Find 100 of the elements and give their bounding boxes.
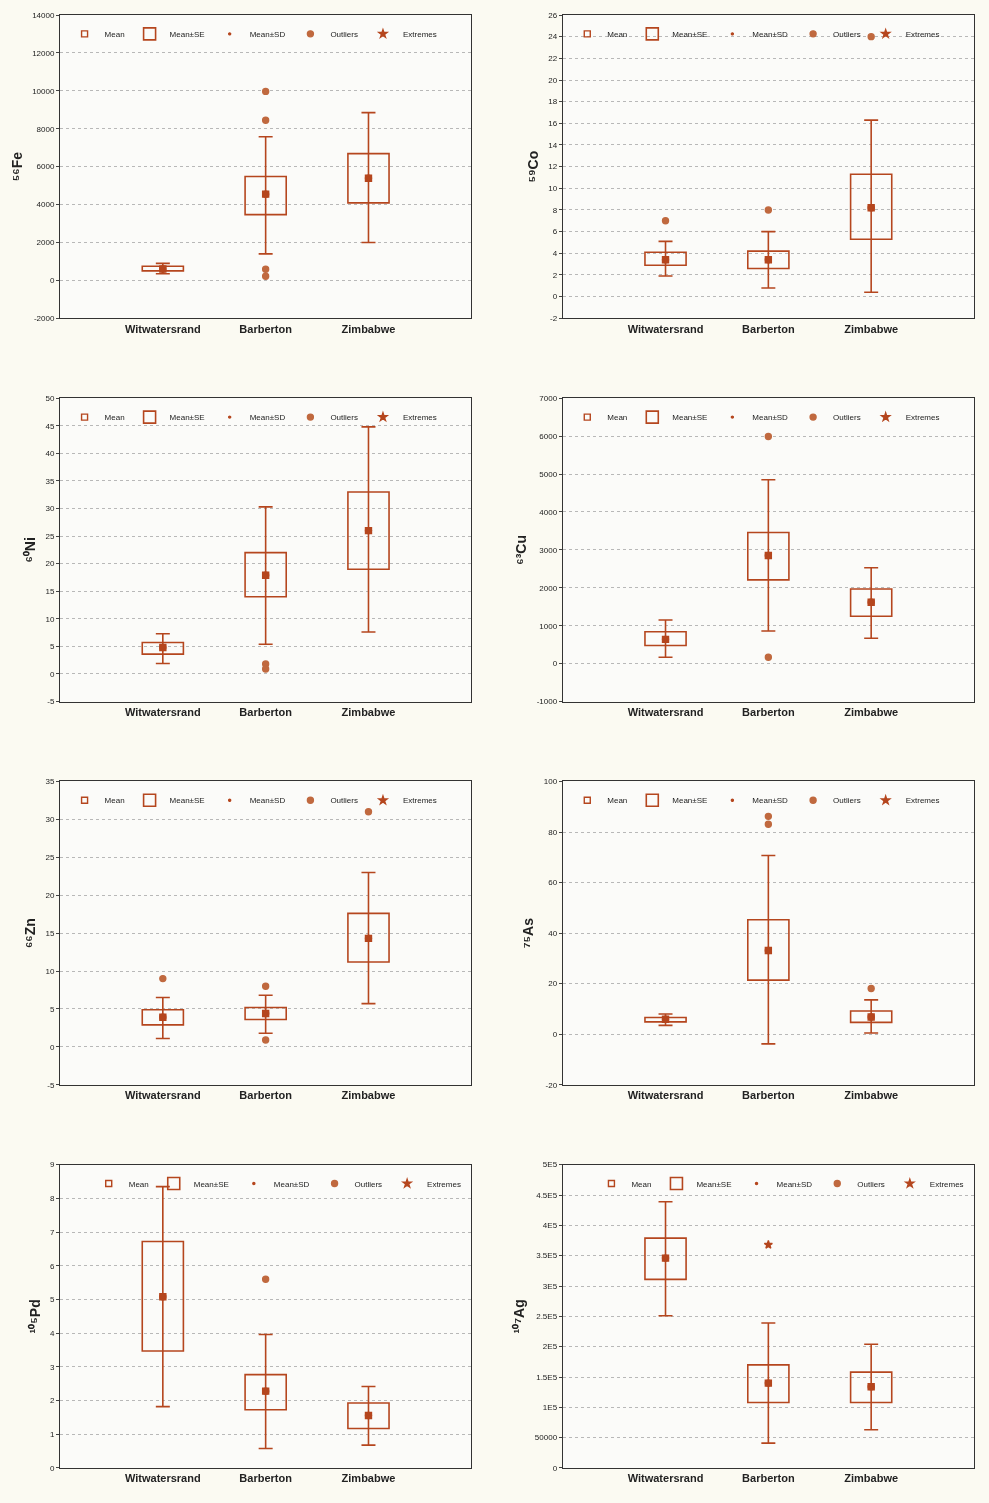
y-tick-label: -5 [47, 1080, 55, 1090]
y-tick-label: 4.5E5 [536, 1190, 558, 1200]
x-tick-label: Barberton [742, 1472, 795, 1485]
x-tick-label: Witwatersrand [627, 1472, 704, 1485]
x-tick-label: Zimbabwe [844, 1472, 899, 1485]
y-tick-label: 35 [45, 476, 55, 486]
legend-label: Extremes [905, 413, 940, 423]
y-tick-label: 3 [49, 1362, 55, 1372]
legend-label: Extremes [929, 1179, 964, 1189]
y-tick-label: 10 [548, 184, 558, 194]
y-tick-label: 1000 [539, 621, 558, 631]
y-tick-label: 6000 [36, 162, 55, 172]
y-tick-label: 0 [552, 1463, 558, 1473]
y-axis-title: ⁵⁹Co [524, 150, 541, 183]
y-tick-label: 100 [543, 777, 558, 787]
y-tick-label: 50 [45, 394, 55, 404]
x-tick-label: Zimbabwe [341, 322, 396, 335]
y-tick-label: -1000 [536, 697, 558, 707]
y-tick-label: 26 [548, 10, 558, 20]
point [763, 1239, 774, 1249]
legend-label: Extremes [427, 1179, 461, 1189]
point [764, 653, 773, 661]
y-tick-label: -5 [47, 697, 55, 707]
y-tick-label: 2000 [36, 238, 55, 248]
x-tick-label: Zimbabwe [844, 705, 899, 718]
y-tick-label: 9 [49, 1160, 55, 1170]
legend-label: Mean±SD [273, 1179, 310, 1189]
legend-label: Outliers [833, 413, 861, 423]
legend-label: Mean±SE [696, 1179, 732, 1189]
x-tick-label: Zimbabwe [341, 1472, 396, 1485]
y-tick-label: 0 [552, 1030, 558, 1040]
y-tick-label: 10000 [32, 86, 55, 96]
x-tick-label: Barberton [239, 322, 293, 335]
y-tick-label: 8000 [36, 124, 55, 134]
y-tick-label: 6000 [539, 431, 558, 441]
legend-label: Mean±SD [752, 413, 789, 423]
legend-label: Outliers [330, 29, 358, 39]
y-tick-label: 0 [49, 669, 55, 679]
legend-label: Outliers [330, 413, 358, 423]
legend-label: Outliers [330, 796, 358, 806]
legend-label: Mean±SE [672, 796, 708, 806]
y-tick-label: 8 [49, 1194, 55, 1204]
y-tick-label: 45 [45, 421, 55, 431]
x-tick-label: Witwatersrand [627, 322, 704, 335]
y-tick-label: 7000 [539, 394, 558, 404]
x-tick-label: Zimbabwe [844, 1088, 899, 1101]
x-tick-label: Barberton [742, 705, 795, 718]
y-tick-label: 4 [552, 249, 558, 259]
legend-label: Mean±SD [249, 29, 286, 39]
y-tick-label: 22 [548, 54, 558, 64]
legend-label: Extremes [402, 29, 437, 39]
x-tick-label: Barberton [742, 1088, 795, 1101]
legend-label: Extremes [905, 29, 940, 39]
y-tick-label: 2000 [539, 583, 558, 593]
point [764, 206, 773, 214]
x-tick-label: Witwatersrand [124, 705, 201, 718]
y-tick-label: 1 [49, 1430, 55, 1440]
legend-label: Outliers [833, 796, 861, 806]
y-tick-label: 40 [45, 449, 55, 459]
y-tick-label: 20 [548, 979, 558, 989]
legend-label: Mean±SE [672, 413, 708, 423]
y-tick-label: 15 [45, 587, 55, 597]
y-tick-label: 25 [45, 853, 55, 863]
y-tick-label: 7 [49, 1227, 55, 1237]
y-tick-label: 3.5E5 [536, 1251, 558, 1261]
legend-label: Mean [104, 413, 125, 423]
y-tick-label: 3E5 [542, 1281, 558, 1291]
x-tick-label: Witwatersrand [627, 705, 704, 718]
y-tick-label: 12 [548, 162, 558, 172]
legend-label: Mean±SE [169, 413, 205, 423]
legend-label: Mean±SD [249, 413, 286, 423]
y-tick-label: 15 [45, 928, 55, 938]
x-tick-label: Barberton [239, 705, 293, 718]
y-tick-label: 12000 [32, 48, 55, 58]
legend-label: Mean±SD [776, 1179, 813, 1189]
legend-label: Mean [631, 1179, 652, 1189]
legend-label: Mean [104, 29, 125, 39]
legend-label: Mean±SD [752, 796, 789, 806]
y-axis-title: ⁶³Cu [513, 534, 530, 565]
y-tick-label: 60 [548, 878, 558, 888]
y-tick-label: 2 [552, 270, 558, 280]
y-tick-label: 80 [548, 827, 558, 837]
point [867, 984, 875, 993]
x-tick-label: Witwatersrand [124, 1088, 201, 1101]
y-tick-label: 30 [45, 504, 55, 514]
y-axis-title: ⁶⁶Zn [22, 918, 39, 949]
legend-label: Extremes [905, 796, 940, 806]
x-tick-label: Witwatersrand [124, 322, 201, 335]
y-axis-title: ⁵⁶Fe [8, 151, 25, 182]
y-axis-title: ⁷⁵As [520, 917, 537, 949]
legend-label: Extremes [402, 796, 437, 806]
y-tick-label: 16 [548, 119, 558, 129]
legend-label: Mean [128, 1179, 149, 1189]
legend-label: Mean±SE [193, 1179, 229, 1189]
y-tick-label: 14 [548, 140, 558, 150]
y-tick-label: 2 [49, 1396, 55, 1406]
y-tick-label: 40 [548, 928, 558, 938]
y-tick-label: -2000 [33, 314, 55, 324]
x-tick-label: Zimbabwe [341, 705, 396, 718]
bar [141, 265, 185, 272]
